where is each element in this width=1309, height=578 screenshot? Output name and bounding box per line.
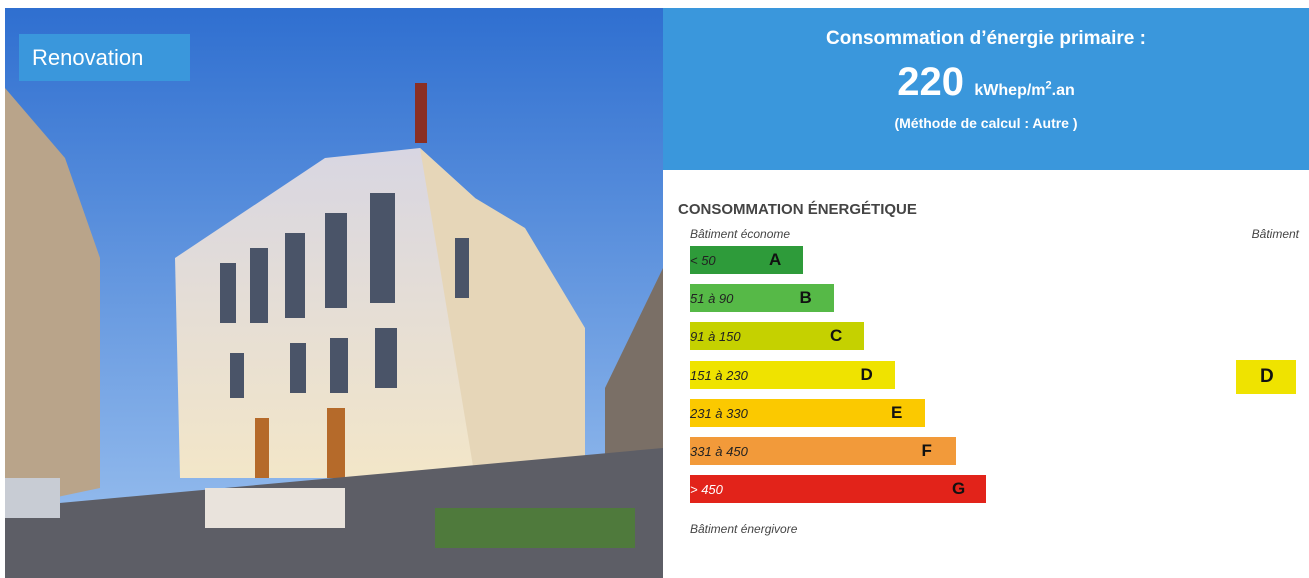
range-label: 231 à 330: [690, 406, 748, 421]
energy-bar: > 450 G: [690, 475, 986, 503]
page: Renovation Consommation d’énergie primai…: [0, 0, 1309, 578]
range-label: 151 à 230: [690, 368, 748, 383]
range-label: < 50: [690, 253, 716, 268]
label-title: CONSOMMATION ÉNERGÉTIQUE: [678, 201, 917, 218]
energy-header: Consommation d’énergie primaire : 220 kW…: [663, 8, 1309, 170]
range-label: 51 à 90: [690, 291, 733, 306]
energy-bar: 91 à 150 C: [690, 322, 864, 350]
unit-suffix: .an: [1052, 82, 1075, 99]
class-letter: D: [861, 365, 873, 385]
unit: kWhep/m2.an: [974, 82, 1074, 99]
header-title: Consommation d’énergie primaire :: [663, 28, 1309, 50]
bottom-caption: Bâtiment énergivore: [690, 522, 797, 536]
class-letter: C: [830, 326, 842, 346]
energy-bar: 231 à 330 E: [690, 399, 925, 427]
class-letter: E: [891, 403, 902, 423]
class-letter: F: [922, 441, 932, 461]
header-value-line: 220 kWhep/m2.an: [663, 60, 1309, 105]
unit-base: kWhep/m: [974, 82, 1045, 99]
top-right-caption: Bâtiment: [1252, 227, 1299, 241]
top-left-caption: Bâtiment économe: [690, 227, 790, 241]
current-class-badge: D: [1236, 360, 1296, 394]
energy-bar: 151 à 230 D: [690, 361, 895, 389]
energy-bar: 51 à 90 B: [690, 284, 834, 312]
energy-bar: < 50 A: [690, 246, 803, 274]
consumption-value: 220: [897, 60, 964, 104]
class-letter: G: [952, 479, 965, 499]
range-label: 331 à 450: [690, 444, 748, 459]
category-badge: Renovation: [19, 34, 190, 81]
range-label: > 450: [690, 482, 723, 497]
range-label: 91 à 150: [690, 329, 741, 344]
photo: [5, 8, 663, 578]
energy-bar: 331 à 450 F: [690, 437, 956, 465]
class-letter: A: [769, 250, 781, 270]
calculation-method: (Méthode de calcul : Autre ): [663, 115, 1309, 131]
current-class-letter: D: [1260, 366, 1274, 388]
class-letter: B: [800, 288, 812, 308]
